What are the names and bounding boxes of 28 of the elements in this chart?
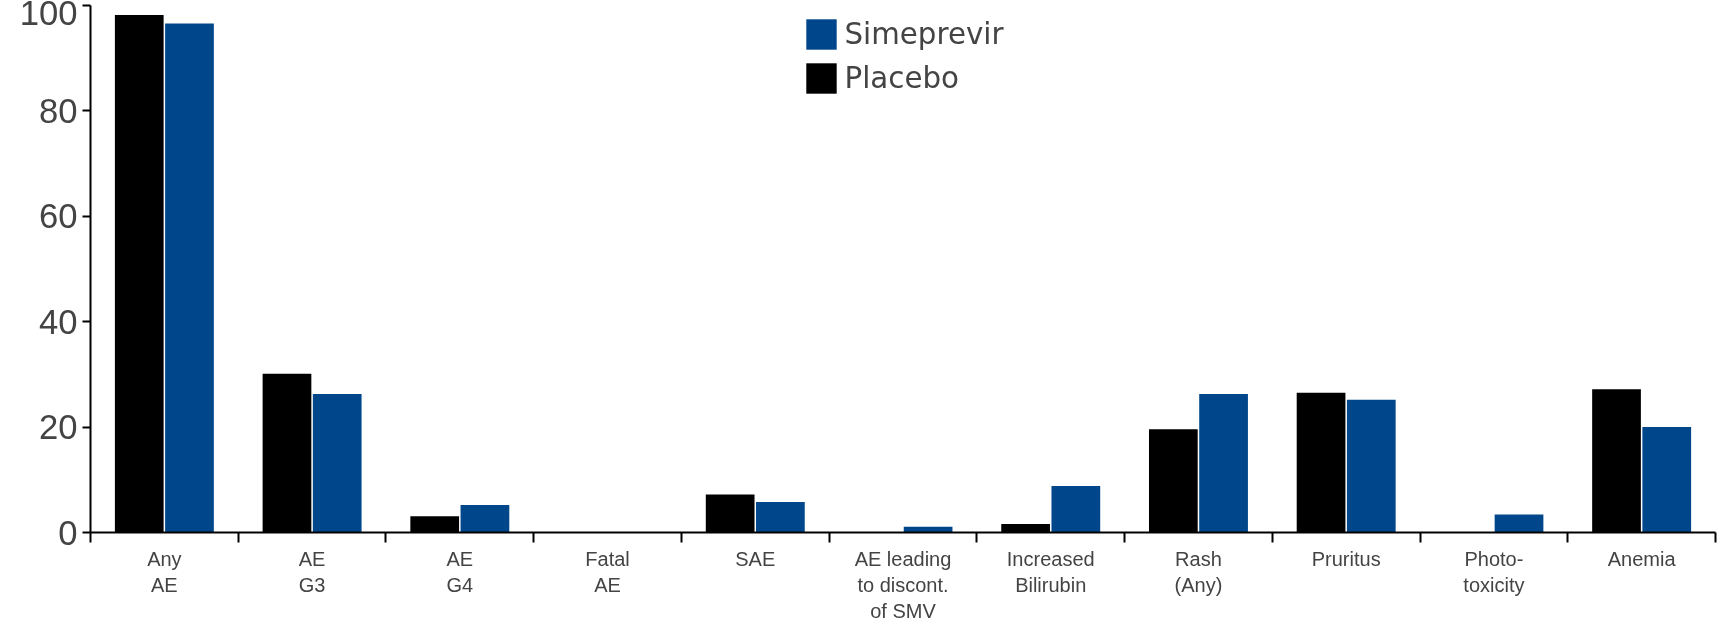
y-tick-label: 80 xyxy=(38,91,78,130)
x-tick-label: Anemia xyxy=(1607,547,1677,570)
x-tick-label: Rash (Any) xyxy=(1174,547,1223,596)
y-tick-label: 20 xyxy=(38,408,78,447)
bar xyxy=(756,501,805,533)
x-tick-label: Any AE xyxy=(147,547,182,596)
y-tick-label: 100 xyxy=(19,0,78,32)
bar xyxy=(1494,514,1544,533)
bar xyxy=(1346,399,1396,533)
x-tick-label: SAE xyxy=(735,547,776,570)
legend-label: Placebo xyxy=(844,61,960,95)
x-tick-label: Pruritus xyxy=(1311,547,1381,570)
bar xyxy=(460,505,510,533)
x-tick-label: Increased Bilirubin xyxy=(1006,547,1095,596)
x-tick-label: AE G3 xyxy=(298,547,326,596)
x-tick-label: Photo- toxicity xyxy=(1463,547,1525,596)
legend-label: Simeprevir xyxy=(844,17,1004,51)
x-tick-label: AE G4 xyxy=(446,547,474,596)
y-tick-label: 60 xyxy=(38,197,78,236)
y-tick-label: 40 xyxy=(38,302,78,341)
bar xyxy=(165,23,214,533)
y-tick-label: 0 xyxy=(58,513,78,552)
bar xyxy=(312,393,362,533)
x-tick-label: AE leading to discont. of SMV xyxy=(854,547,952,623)
bar xyxy=(1199,393,1248,533)
bar xyxy=(1642,427,1692,533)
x-tick-label: Fatal AE xyxy=(585,547,630,596)
bar xyxy=(1051,486,1101,533)
